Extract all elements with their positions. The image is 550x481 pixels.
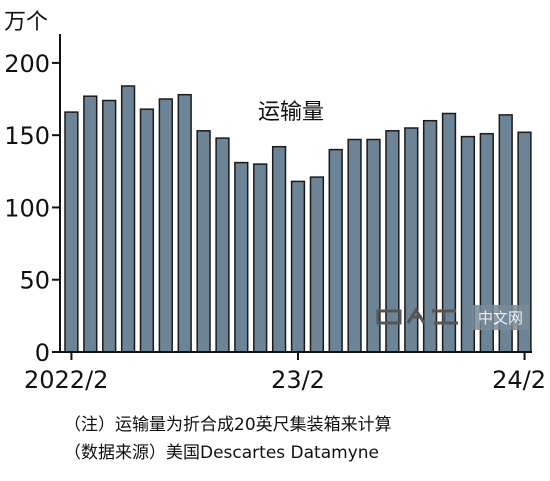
bar-2023/5	[347, 138, 362, 353]
bar-2022/7	[158, 98, 173, 353]
bars-group	[64, 85, 532, 353]
bar-chart: 0 50 100 150 200 2022/2 23/2 24/2	[4, 34, 546, 394]
bar-2022/12	[253, 163, 268, 353]
bar-2022/11	[234, 161, 249, 353]
source-line: （数据来源）美国Descartes Datamyne	[64, 443, 379, 463]
x-tick-label: 24/2	[492, 366, 546, 394]
bar-2022/3	[83, 95, 98, 353]
x-tick-label: 23/2	[271, 366, 325, 394]
y-tick-label: 50	[19, 267, 50, 295]
bar-2023/3	[309, 176, 325, 353]
note-line: （注）运输量为折合成20英尺集装箱来计算	[64, 415, 392, 435]
y-tick-label: 0	[35, 339, 50, 367]
bar-2023/1	[271, 145, 287, 353]
bar-2022/9	[196, 130, 211, 353]
bar-2023/2	[290, 180, 306, 353]
watermark-text: 中文网	[472, 304, 530, 330]
bar-2022/2	[64, 111, 79, 353]
bar-2023/4	[328, 148, 343, 353]
x-tick-label: 2022/2	[24, 366, 108, 394]
unit-label: 万个	[4, 10, 49, 35]
y-tick-label: 100	[4, 194, 50, 222]
y-axis-ticks: 0 50 100 150 200	[4, 50, 60, 367]
bar-2022/8	[177, 93, 192, 353]
watermark: 中文网	[376, 304, 530, 330]
series-label: 运输量	[258, 100, 325, 125]
nikkei-logo-icon	[376, 307, 466, 326]
bar-2022/10	[215, 137, 230, 353]
bar-2022/5	[120, 85, 136, 353]
bar-2022/6	[139, 108, 155, 353]
y-tick-label: 150	[4, 122, 50, 150]
y-tick-label: 200	[4, 50, 50, 78]
x-axis-ticks: 2022/2 23/2 24/2	[24, 352, 546, 394]
bar-2022/4	[102, 99, 117, 353]
